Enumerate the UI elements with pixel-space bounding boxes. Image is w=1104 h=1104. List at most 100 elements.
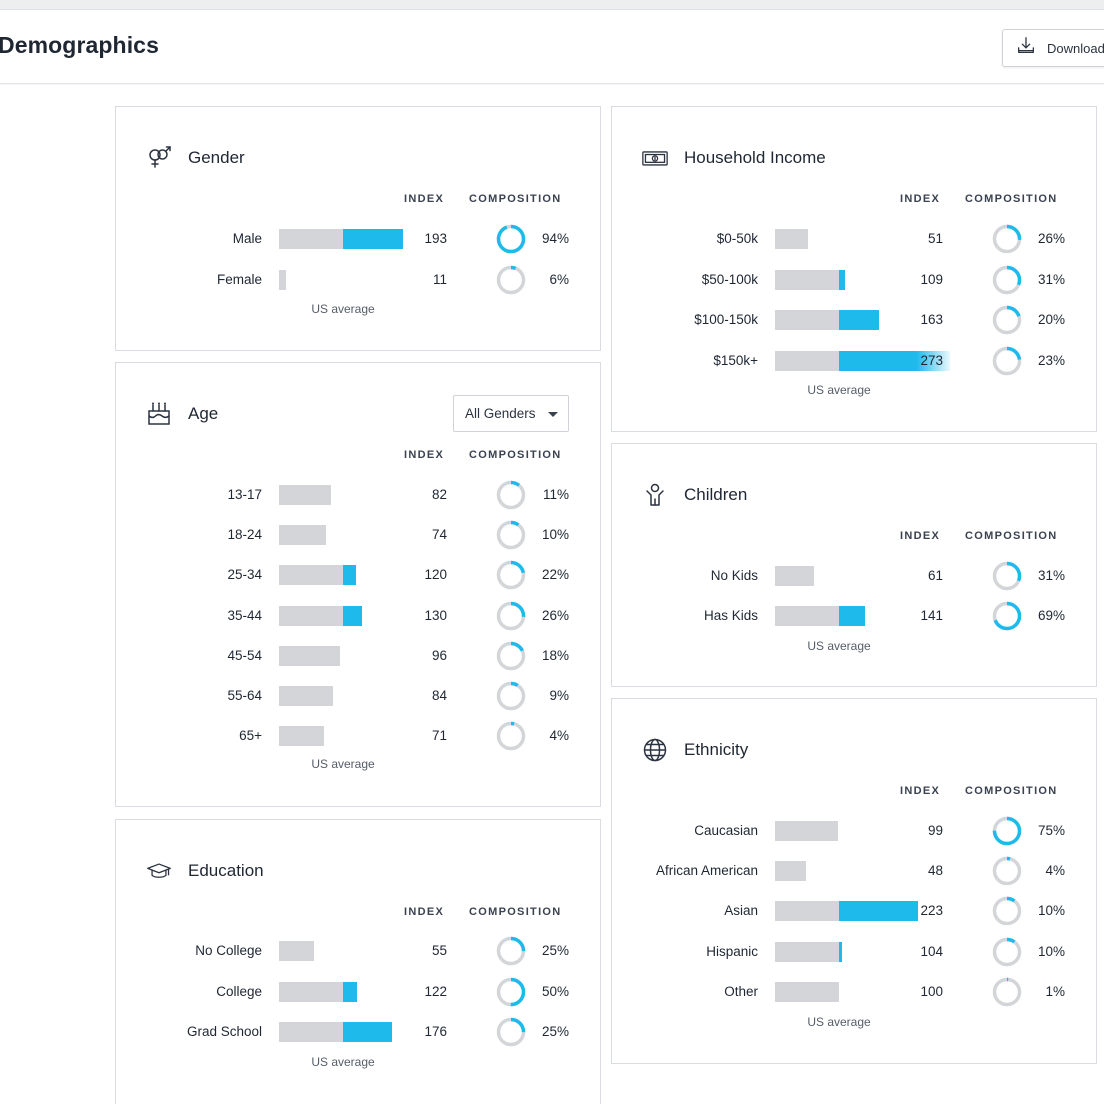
row-label: Hispanic xyxy=(706,943,758,959)
index-bar-above-average xyxy=(839,901,918,922)
composition-ring-track xyxy=(496,721,526,751)
index-value: 122 xyxy=(424,983,447,999)
row-label: Female xyxy=(216,272,262,287)
composition-ring-fill xyxy=(496,224,526,254)
index-bar-base xyxy=(279,270,287,290)
composition-ring-fill xyxy=(496,480,526,510)
row-label: 65+ xyxy=(239,728,262,744)
index-bar-base xyxy=(775,861,806,882)
composition-ring xyxy=(992,896,1022,926)
row-label: No College xyxy=(195,943,262,958)
us-average-label: US average xyxy=(311,302,375,316)
composition-ring xyxy=(496,480,526,510)
composition-ring-fill xyxy=(496,561,526,590)
download-button[interactable]: Download xyxy=(1002,29,1104,67)
composition-ring-fill xyxy=(496,721,526,751)
composition-value: 25% xyxy=(541,943,569,958)
composition-column-header: COMPOSITION xyxy=(965,530,1058,542)
index-value: 11 xyxy=(432,272,447,287)
index-value: 163 xyxy=(920,312,943,327)
composition-ring xyxy=(496,560,526,590)
data-row: No College 55 25% xyxy=(116,936,600,966)
index-value: 120 xyxy=(424,567,447,583)
index-bar-base xyxy=(775,229,808,249)
index-value: 223 xyxy=(920,903,943,919)
index-value: 74 xyxy=(431,527,447,543)
composition-column-header: COMPOSITION xyxy=(469,449,562,461)
composition-value: 4% xyxy=(1045,863,1065,879)
data-row: $0-50k 51 26% xyxy=(612,224,1096,254)
index-value: 55 xyxy=(431,943,447,958)
index-value: 193 xyxy=(424,231,447,246)
row-label: Grad School xyxy=(186,1024,262,1039)
composition-ring-fill xyxy=(496,520,526,550)
composition-value: 26% xyxy=(541,607,569,623)
row-label: $150k+ xyxy=(713,352,758,368)
composition-ring-fill xyxy=(992,561,1022,591)
index-bar-above-average xyxy=(343,981,358,1002)
composition-value: 10% xyxy=(541,527,569,543)
row-label: 25-34 xyxy=(227,567,262,583)
index-value: 104 xyxy=(920,943,943,959)
ethnicity-card: Ethnicity INDEX COMPOSITION Caucasian 99 75%… xyxy=(611,698,1097,1064)
row-label: 45-54 xyxy=(227,647,262,663)
composition-ring xyxy=(992,937,1022,967)
row-label: 18-24 xyxy=(227,527,262,543)
index-bar-base xyxy=(279,565,343,586)
index-value: 84 xyxy=(431,688,447,703)
gender-filter-select[interactable]: All Genders xyxy=(453,395,569,432)
index-value: 61 xyxy=(927,568,943,583)
education-card-header: Education xyxy=(144,858,264,884)
card-title: Gender xyxy=(188,148,245,167)
index-bar-base xyxy=(279,605,343,626)
composition-ring xyxy=(992,265,1022,295)
index-value: 130 xyxy=(424,607,447,623)
data-row: 13-17 82 11% xyxy=(116,480,600,510)
index-bar-above-average xyxy=(343,1022,392,1042)
composition-ring xyxy=(496,936,526,966)
index-column-header: INDEX xyxy=(900,785,941,797)
index-bar-base xyxy=(279,686,333,706)
index-bar-above-average xyxy=(343,229,403,249)
composition-ring xyxy=(992,601,1022,631)
composition-value: 69% xyxy=(1037,608,1065,623)
page-title: Demographics xyxy=(0,32,159,58)
composition-ring-fill xyxy=(992,816,1022,846)
money-icon xyxy=(640,145,670,171)
data-row: Other 100 1% xyxy=(612,977,1096,1007)
index-bar-base xyxy=(775,941,839,962)
composition-ring-track xyxy=(992,977,1022,1007)
composition-ring-fill xyxy=(496,681,526,711)
composition-value: 11% xyxy=(542,487,569,502)
chevron-down-icon xyxy=(548,412,558,417)
household-income-card-header: Household Income xyxy=(640,145,826,171)
index-value: 96 xyxy=(431,647,447,663)
us-average-label: US average xyxy=(807,383,871,397)
composition-ring-fill xyxy=(992,977,1022,1007)
composition-value: 10% xyxy=(1037,943,1065,959)
row-label: College xyxy=(216,983,262,999)
index-bar-base xyxy=(279,229,343,249)
composition-column-header: COMPOSITION xyxy=(469,193,562,205)
composition-ring-fill xyxy=(992,856,1022,886)
composition-value: 10% xyxy=(1037,903,1065,919)
index-column-header: INDEX xyxy=(404,906,445,918)
cake-icon xyxy=(144,401,174,427)
composition-ring-fill xyxy=(992,937,1022,966)
us-average-label: US average xyxy=(807,1015,871,1029)
index-bar-base xyxy=(279,981,343,1002)
composition-value: 94% xyxy=(541,231,569,246)
composition-ring xyxy=(496,520,526,550)
index-bar-base xyxy=(775,981,839,1002)
data-row: No Kids 61 31% xyxy=(612,561,1096,591)
composition-ring-track xyxy=(496,480,526,510)
composition-ring xyxy=(992,561,1022,591)
data-row: Grad School 176 25% xyxy=(116,1017,600,1047)
index-value: 109 xyxy=(920,271,943,287)
index-value: 51 xyxy=(927,231,943,246)
data-row: College 122 50% xyxy=(116,977,600,1006)
composition-ring-fill xyxy=(992,897,1022,926)
composition-value: 23% xyxy=(1037,352,1065,368)
composition-value: 1% xyxy=(1045,983,1065,999)
index-bar-base xyxy=(775,269,839,290)
